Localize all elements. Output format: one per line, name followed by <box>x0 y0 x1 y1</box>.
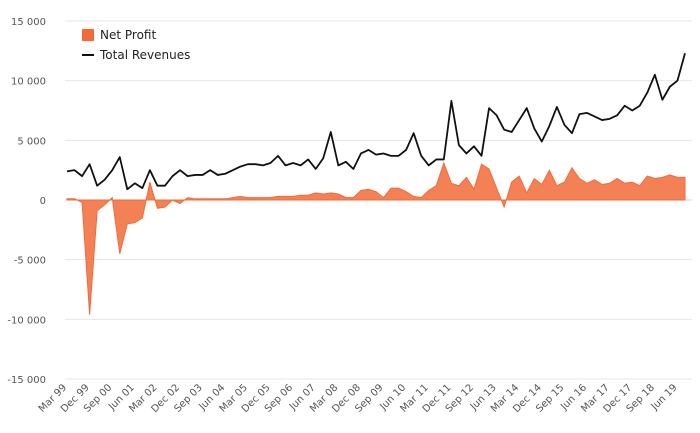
y-tick-label: 0 <box>40 196 46 207</box>
line-layer <box>66 52 686 191</box>
y-tick-label: -15 000 <box>7 375 46 386</box>
area-layer <box>66 161 686 315</box>
legend: Net Profit Total Revenues <box>82 28 190 62</box>
y-tick-label: -10 000 <box>7 315 46 326</box>
y-tick-layer: 15 000 10 000 5 000 0 -5 000 -10 000 -15 000 <box>7 17 46 386</box>
y-tick-label: 10 000 <box>11 77 46 88</box>
series-total-revenues-line <box>66 52 686 191</box>
y-tick-label: 15 000 <box>11 17 46 28</box>
legend-label-net-profit: Net Profit <box>100 28 156 42</box>
y-tick-label: 5 000 <box>17 136 46 147</box>
y-tick-label: -5 000 <box>14 256 46 267</box>
series-net-profit-area <box>66 161 686 315</box>
legend-label-total-revenues: Total Revenues <box>99 48 190 62</box>
legend-swatch-net-profit <box>82 29 94 41</box>
